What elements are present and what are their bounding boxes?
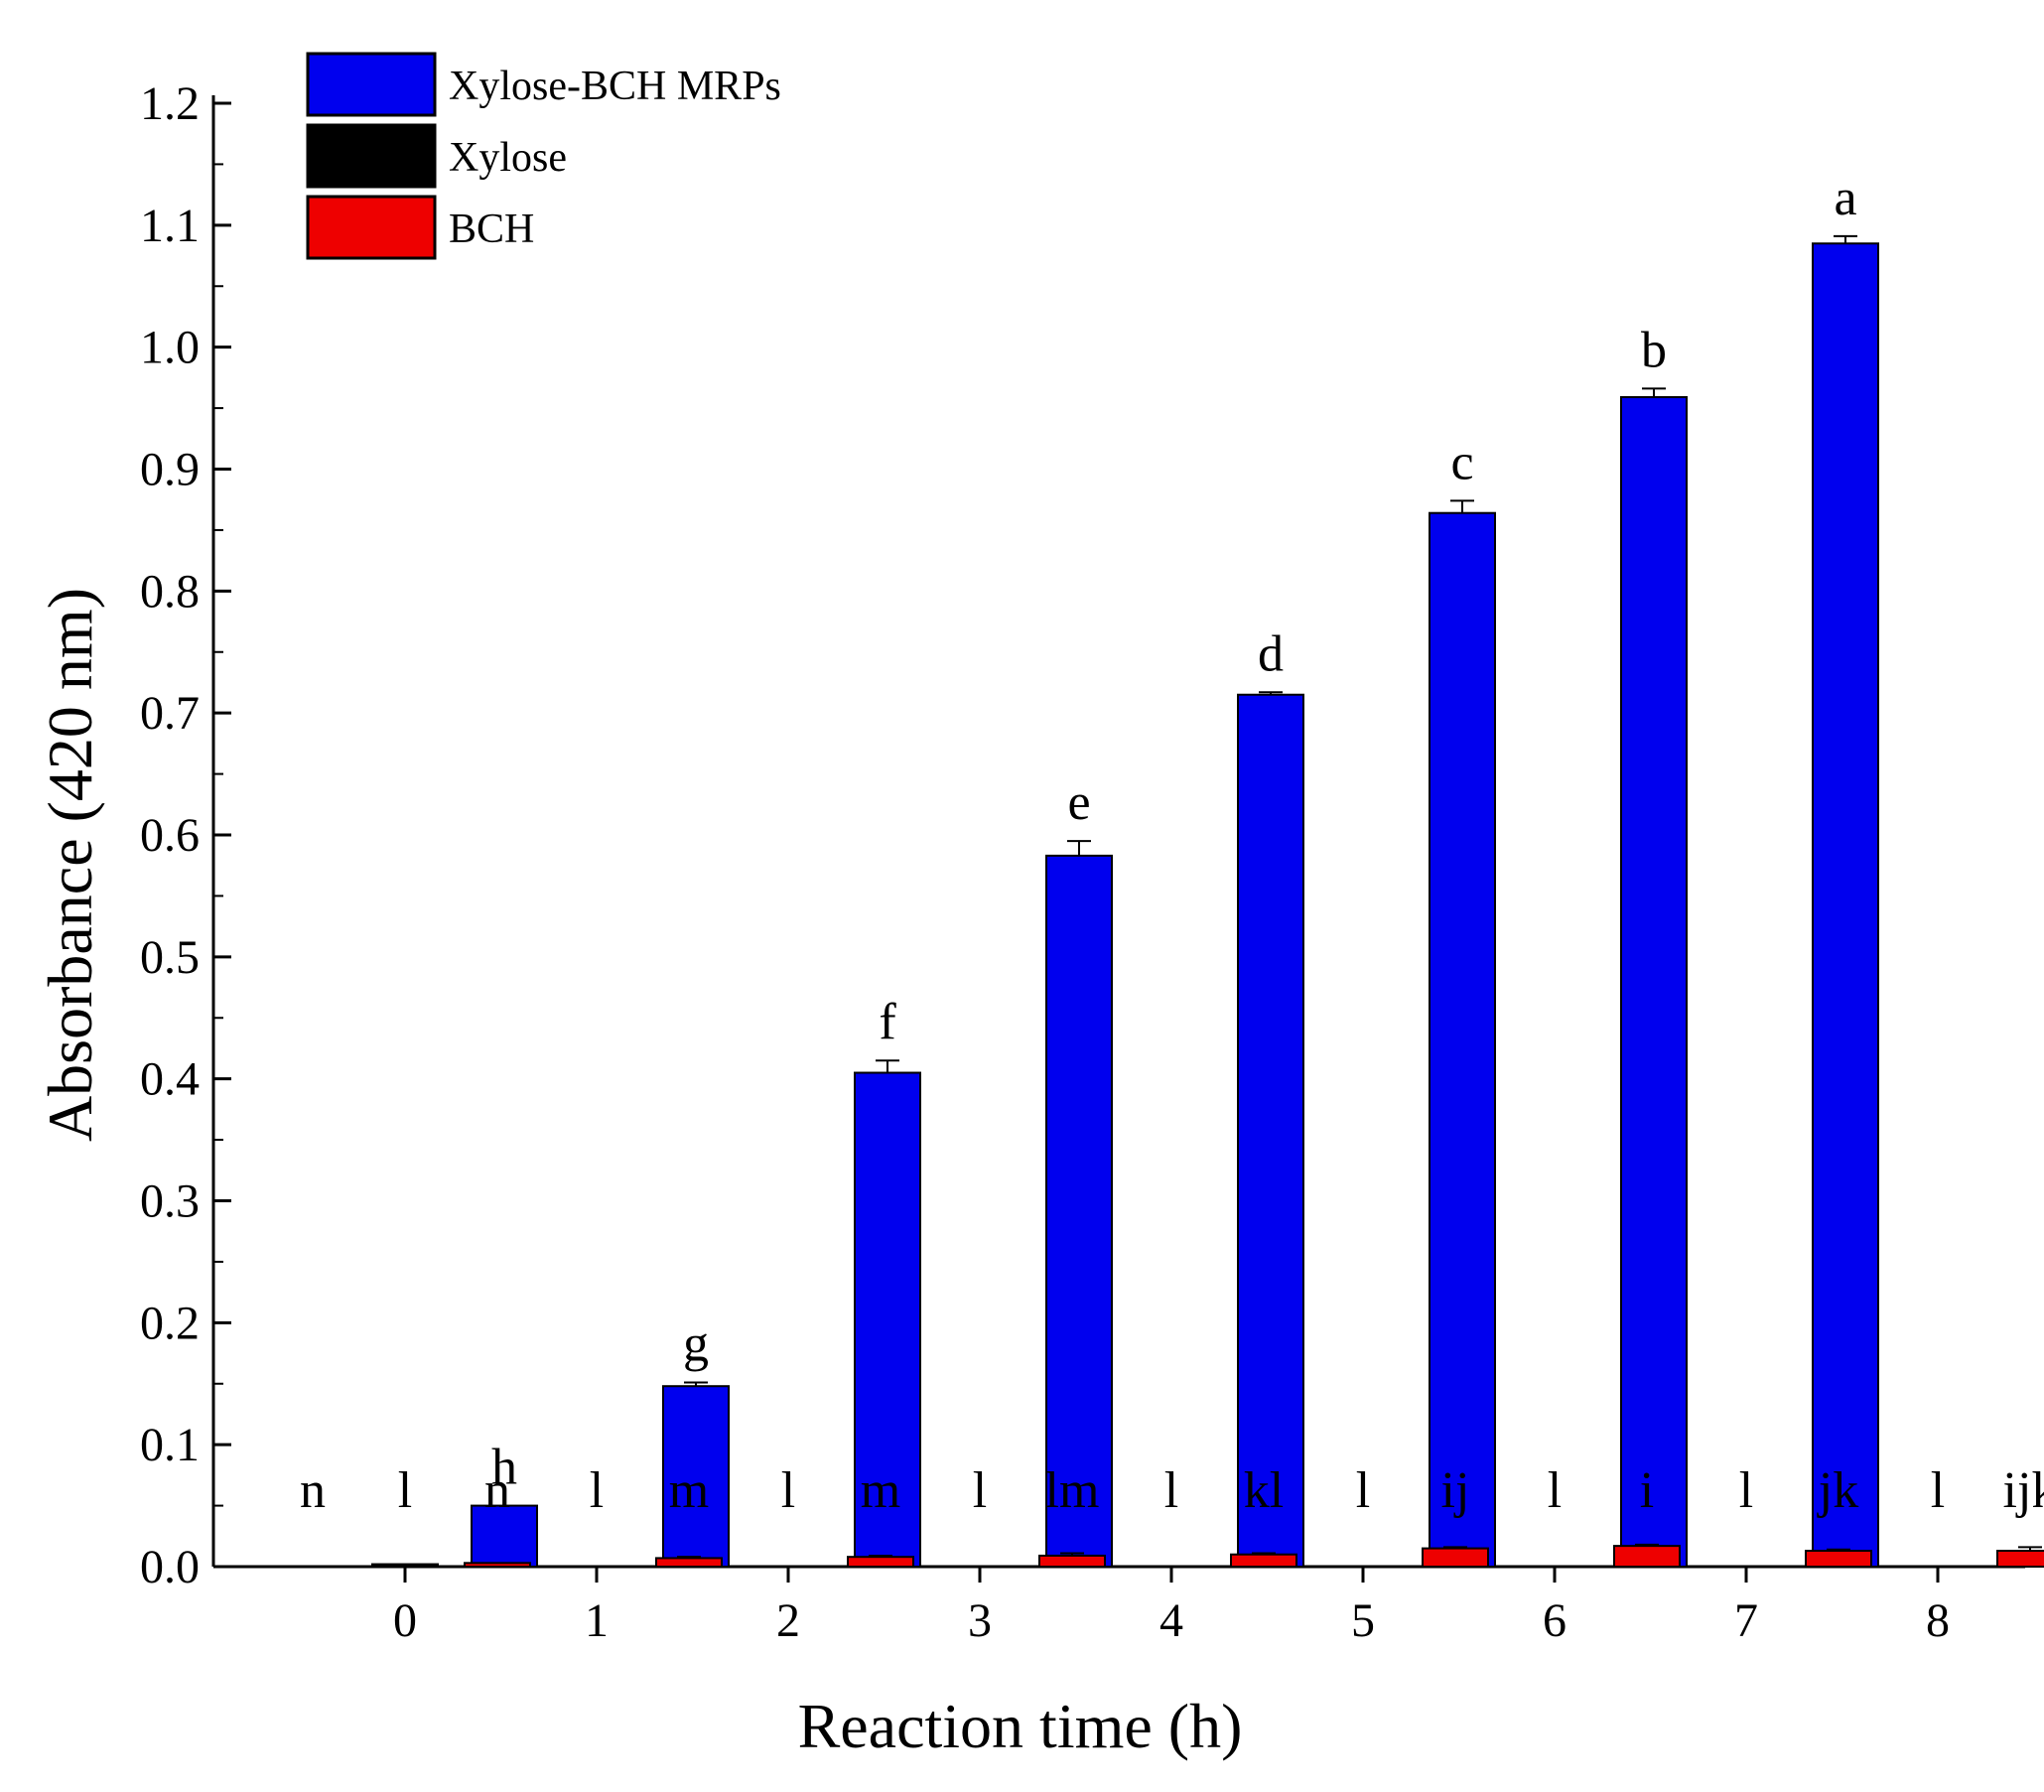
y-tick-label: 1.2	[140, 77, 200, 130]
y-tick-label: 0.7	[140, 687, 200, 740]
x-tick-label: 7	[1734, 1594, 1758, 1647]
significance-label: a	[1834, 170, 1856, 226]
significance-label: n	[300, 1462, 326, 1519]
legend-label: BCH	[449, 207, 534, 252]
x-tick-label: 1	[585, 1594, 609, 1647]
significance-label: jk	[1817, 1462, 1858, 1519]
bar	[1429, 511, 1496, 1568]
significance-label: l	[1356, 1462, 1370, 1519]
x-tick-label: 0	[393, 1594, 417, 1647]
y-tick-label: 0.1	[140, 1419, 200, 1471]
significance-label: l	[1931, 1462, 1945, 1519]
significance-label: l	[1164, 1462, 1178, 1519]
legend-swatch	[306, 195, 437, 260]
bar	[1613, 1545, 1681, 1568]
bar	[854, 1071, 921, 1569]
y-tick-label: 0.4	[140, 1053, 200, 1106]
bar	[371, 1563, 439, 1569]
bar	[1045, 854, 1113, 1568]
significance-label: l	[398, 1462, 412, 1519]
significance-label: c	[1450, 434, 1473, 490]
significance-label: ijk	[2003, 1462, 2044, 1519]
y-tick-label: 0.9	[140, 444, 200, 496]
significance-label: i	[1640, 1462, 1654, 1519]
y-tick-label: 0.3	[140, 1175, 200, 1228]
y-tick-label: 0.5	[140, 931, 200, 984]
x-tick-label: 5	[1351, 1594, 1375, 1647]
x-tick-label: 2	[776, 1594, 800, 1647]
bar	[1237, 693, 1304, 1568]
significance-label: l	[973, 1462, 987, 1519]
significance-label: l	[590, 1462, 604, 1519]
bar	[1038, 1554, 1106, 1568]
y-tick-label: 0.6	[140, 809, 200, 862]
y-tick-label: 0.0	[140, 1541, 200, 1593]
significance-label: f	[879, 994, 896, 1050]
bar	[1422, 1547, 1489, 1568]
legend-swatch	[306, 52, 437, 117]
significance-label: m	[669, 1462, 709, 1519]
bar	[655, 1557, 723, 1568]
legend-swatch	[306, 123, 437, 189]
significance-label: ij	[1441, 1462, 1470, 1519]
legend-label: Xylose	[449, 135, 567, 181]
significance-label: lm	[1045, 1462, 1100, 1519]
bar	[1230, 1553, 1297, 1569]
y-tick-label: 1.1	[140, 200, 200, 252]
significance-label: l	[781, 1462, 795, 1519]
bar	[464, 1562, 531, 1568]
y-tick-label: 0.8	[140, 565, 200, 618]
bar	[662, 1385, 730, 1568]
bar	[1996, 1550, 2044, 1568]
legend-label: Xylose-BCH MRPs	[449, 64, 781, 109]
y-axis-title: Absorbance (420 nm)	[35, 588, 105, 1142]
significance-label: m	[861, 1462, 900, 1519]
significance-label: h	[491, 1440, 517, 1496]
y-tick-label: 0.2	[140, 1297, 200, 1349]
x-tick-label: 8	[1926, 1594, 1950, 1647]
y-tick-label: 1.0	[140, 322, 200, 374]
bar	[1812, 242, 1879, 1569]
x-tick-label: 3	[968, 1594, 992, 1647]
bar	[847, 1556, 914, 1569]
significance-label: g	[683, 1316, 709, 1373]
significance-label: l	[1548, 1462, 1562, 1519]
bar	[1620, 396, 1688, 1568]
significance-label: d	[1258, 625, 1284, 682]
bars	[371, 234, 2044, 1569]
legend: Xylose-BCH MRPs Xylose BCH	[306, 52, 781, 260]
significance-labels: nhgfedcballlllllllnmmlmklijijkijk	[300, 170, 2044, 1519]
x-tick-label: 4	[1159, 1594, 1183, 1647]
x-axis-title: Reaction time (h)	[798, 1691, 1243, 1761]
significance-label: b	[1641, 322, 1667, 378]
significance-label: l	[1739, 1462, 1753, 1519]
bar	[1805, 1550, 1872, 1568]
significance-label: e	[1067, 774, 1090, 831]
axes: 0.0 0.1 0.2 0.3 0.4 0.5 0.6 0.7 0.8 0.9 1.0 1.1 1.2 0…	[140, 77, 2025, 1647]
x-tick-label: 6	[1543, 1594, 1567, 1647]
significance-label: kl	[1244, 1462, 1284, 1519]
bar	[471, 1504, 538, 1569]
significance-label: n	[484, 1462, 510, 1519]
